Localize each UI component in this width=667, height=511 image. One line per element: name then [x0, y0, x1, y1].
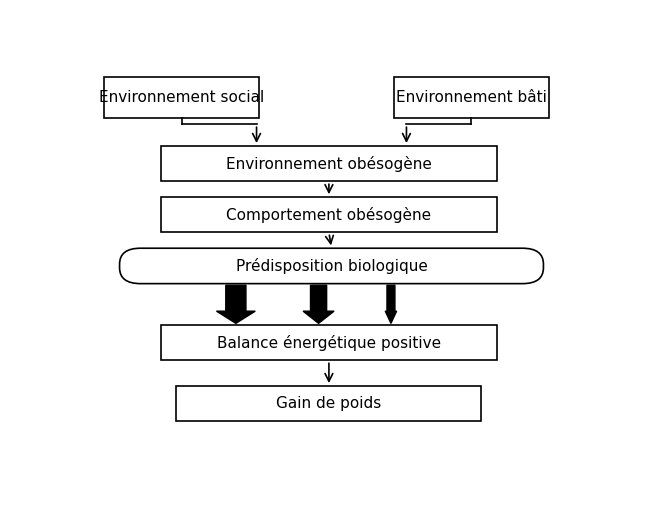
Polygon shape [217, 285, 255, 323]
Text: Gain de poids: Gain de poids [276, 396, 382, 411]
Text: Balance énergétique positive: Balance énergétique positive [217, 335, 441, 351]
FancyBboxPatch shape [394, 77, 549, 119]
FancyBboxPatch shape [161, 146, 497, 181]
FancyBboxPatch shape [119, 248, 544, 284]
Polygon shape [303, 285, 334, 323]
FancyBboxPatch shape [161, 197, 497, 233]
Text: Prédisposition biologique: Prédisposition biologique [235, 258, 428, 274]
FancyBboxPatch shape [176, 386, 482, 422]
FancyBboxPatch shape [161, 325, 497, 360]
Text: Environnement social: Environnement social [99, 90, 264, 105]
Polygon shape [386, 285, 397, 323]
Text: Environnement bâti: Environnement bâti [396, 90, 546, 105]
Text: Comportement obésogène: Comportement obésogène [226, 207, 432, 223]
FancyBboxPatch shape [104, 77, 259, 119]
Text: Environnement obésogène: Environnement obésogène [226, 156, 432, 172]
